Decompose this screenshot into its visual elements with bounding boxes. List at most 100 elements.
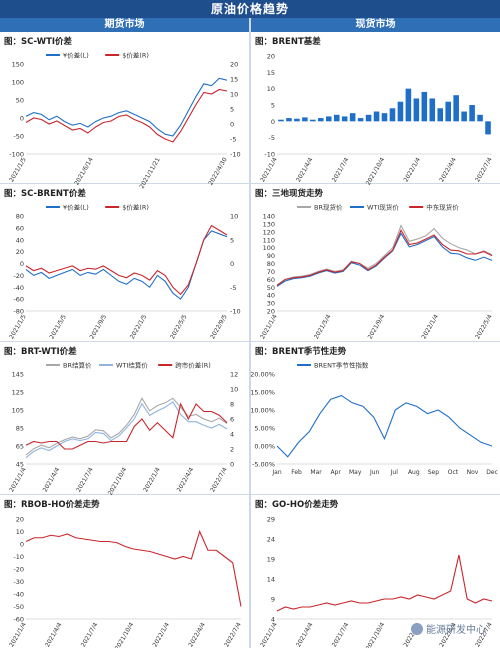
y-tick-label: 45	[16, 461, 24, 469]
x-tick-label: 2021/11/21	[138, 156, 161, 190]
x-tick-label: 2022/9/5	[209, 313, 229, 340]
x-tick-label: 2022/5/5	[169, 313, 189, 340]
x-tick-label: 2021/4/4	[42, 466, 62, 493]
bar	[469, 105, 475, 122]
bar	[405, 88, 412, 122]
legend-label: $价差(R)	[122, 203, 149, 212]
x-tick-label: 2021/10/4	[107, 466, 129, 496]
y-tick-label: 50	[267, 284, 275, 292]
y-tick-label: 20	[16, 248, 24, 256]
y-tick-label: -10	[13, 553, 24, 561]
x-tick-label: Mar	[310, 469, 322, 476]
y-tick-label: -20	[13, 566, 24, 574]
bar	[421, 91, 428, 122]
x-tick-label: 2022/4/4	[187, 621, 207, 648]
y-tick-label: 20	[16, 516, 24, 524]
panel-title-rbob-ho: 图：RBOB-HO价差走势	[4, 500, 100, 510]
y-tick-label: 29	[267, 516, 275, 524]
x-tick-label: Apr	[330, 469, 341, 476]
bar	[302, 117, 308, 122]
bar	[437, 108, 444, 122]
series-line	[276, 554, 493, 612]
x-tick-label: 2022/7/4	[209, 466, 229, 493]
y2-tick-label: 10	[230, 386, 238, 394]
y-tick-label: -60	[13, 616, 24, 624]
x-tick-label: 2021/4/4	[295, 156, 315, 183]
x-tick-label: 2021/10/4	[114, 621, 136, 648]
legend-label: BR结算价	[63, 361, 92, 370]
legend-label: ¥价差(L)	[63, 51, 89, 60]
y-tick-label: 65	[16, 443, 24, 451]
series-line	[276, 232, 493, 287]
x-tick-label: 2021/1/4	[259, 621, 279, 648]
x-tick-label: 2021/9/5	[89, 313, 109, 340]
bar	[286, 118, 292, 122]
x-tick-label: 2021/1/4	[259, 313, 279, 340]
x-tick-label: 2021/1/4	[8, 466, 28, 493]
x-tick-label: 2022/1/4	[152, 621, 172, 648]
bar	[413, 98, 420, 122]
y-tick-label: 60	[16, 224, 24, 232]
y2-tick-label: 0	[230, 260, 234, 268]
y2-tick-label: -10	[230, 308, 241, 316]
y-tick-label: 0	[20, 260, 24, 268]
page-title: 原油价格趋势	[0, 0, 500, 18]
y-tick-label: 0	[20, 541, 24, 549]
y-tick-label: 120	[263, 228, 275, 236]
legend-label: BR现货价	[314, 203, 343, 212]
panel-title-brt-wti: 图：BRT-WTI价差	[4, 347, 77, 357]
y-tick-label: -5	[269, 134, 275, 142]
x-tick-label: 2021/4/4	[295, 621, 315, 648]
y2-tick-label: 0	[230, 121, 234, 129]
spot-header: 现货市场	[251, 18, 500, 32]
x-tick-label: 2022/7/4	[474, 156, 494, 183]
y2-tick-label: 12	[230, 371, 238, 379]
y-tick-label: 20.00%	[250, 371, 275, 379]
futures-header: 期货市场	[0, 18, 249, 32]
chart-brent-basis: -10 -5 0 5 10 15 20 2021/1/4 2021/4/4 2021/7/4 202…	[259, 53, 494, 187]
series-line	[25, 230, 228, 300]
y-tick-label: 5.00%	[254, 425, 275, 433]
x-tick-label: 2021/5/5	[48, 313, 68, 340]
row-divider-1	[0, 183, 500, 184]
y-tick-label: 4	[271, 616, 275, 624]
y-tick-label: -50	[13, 603, 24, 611]
panel-title-sc-wti: 图：SC-WTI价差	[4, 37, 73, 47]
y2-tick-label: 20	[230, 61, 238, 69]
legend-label: ¥价差(L)	[63, 203, 89, 212]
y-tick-label: 14	[267, 576, 275, 584]
series-line	[25, 402, 228, 450]
bar	[477, 114, 483, 122]
panel-title-three-spot: 图：三地现货走势	[255, 189, 324, 199]
chart-go-ho: 4 9 14 19 24 29 2021/1/4 2021/4/4 2021/7/4 2021/1…	[259, 516, 494, 648]
chart-brent-seasonal: -5.00% 0.00% 5.00% 10.00% 15.00% 20.00% Jan Feb…	[250, 361, 498, 477]
y-tick-label: 85	[16, 425, 24, 433]
x-tick-label: Jan	[271, 469, 281, 476]
x-tick-label: Jun	[369, 469, 380, 476]
bar	[357, 118, 364, 122]
panel-title-brent-basis: 图：BRENT基差	[255, 37, 321, 47]
x-tick-label: 2021/9/4	[367, 313, 387, 340]
bar	[349, 113, 356, 122]
y-tick-label: 0	[20, 115, 24, 123]
panel-title-brent-seasonal: 图：BRENT季节性走势	[255, 347, 347, 357]
y2-tick-label: -5	[230, 136, 236, 144]
y-tick-label: 80	[16, 213, 24, 221]
x-tick-label: Nov	[467, 469, 479, 476]
y-tick-label: -40	[13, 284, 24, 292]
y-tick-label: 105	[12, 407, 24, 415]
legend-label: BRENT季节性指数	[314, 361, 369, 370]
x-tick-label: 2022/5/4	[474, 313, 494, 340]
x-tick-label: Sep	[428, 469, 440, 476]
legend-label: 跨市价差(R)	[175, 361, 211, 370]
y-tick-label: 10	[16, 528, 24, 536]
y-tick-label: 30	[267, 300, 275, 308]
series-line	[25, 529, 242, 607]
legend-label: 中东现货价	[426, 203, 459, 212]
y-tick-label: -80	[13, 308, 24, 316]
y2-tick-label: 5	[230, 106, 234, 114]
x-tick-label: 2022/1/4	[420, 313, 440, 340]
x-tick-label: 2021/7/4	[331, 156, 351, 183]
y-tick-label: 10	[267, 85, 275, 93]
y2-tick-label: 10	[230, 213, 238, 221]
